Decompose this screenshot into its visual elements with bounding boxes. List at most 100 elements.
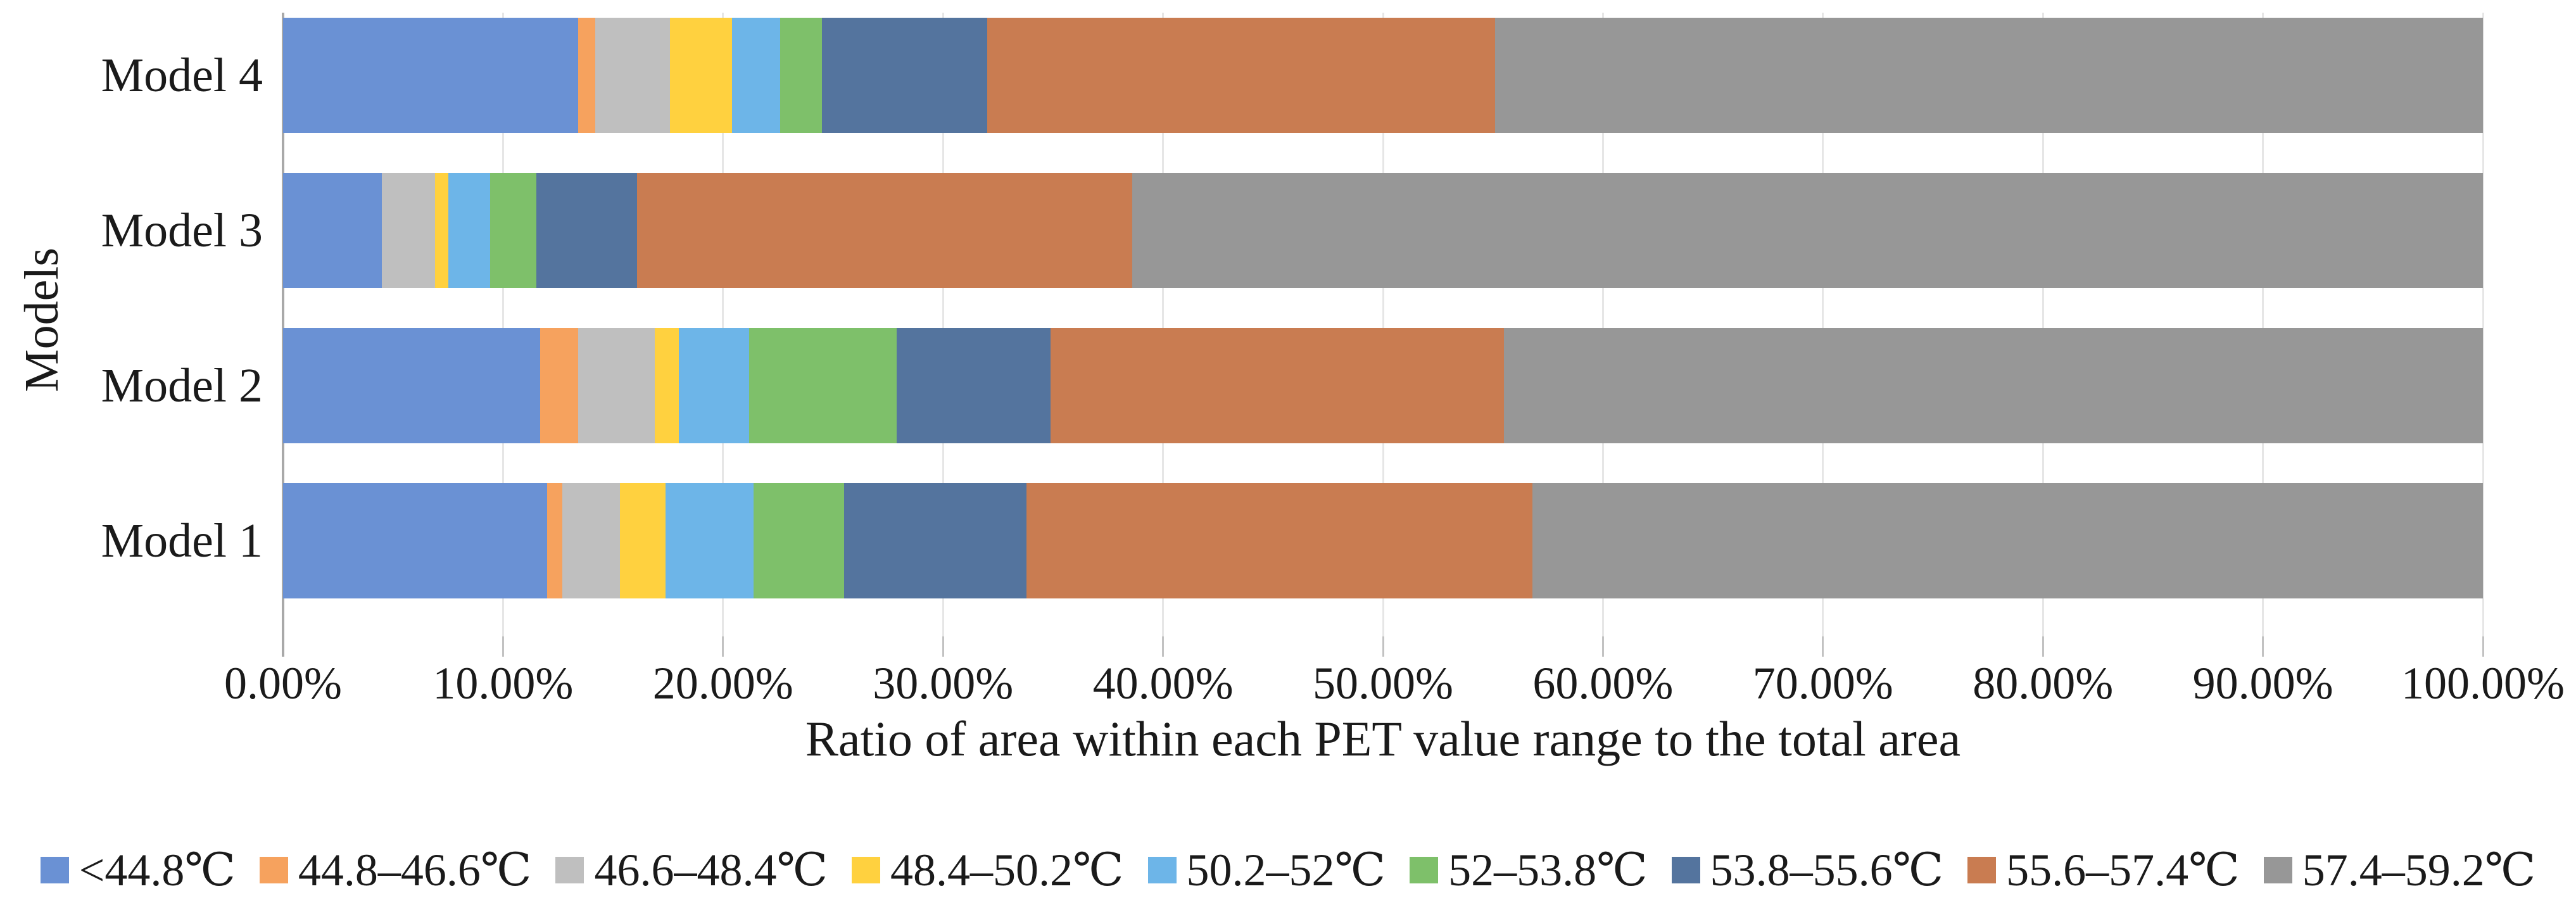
legend-key — [1671, 857, 1700, 883]
bar-segment — [1026, 483, 1533, 598]
axis-tick — [502, 636, 504, 657]
legend-item: <44.8℃ — [40, 845, 236, 895]
bar-segment — [578, 328, 655, 443]
x-tick-label: 80.00% — [1973, 658, 2114, 709]
legend-item: 53.8–55.6℃ — [1671, 845, 1944, 895]
bar-row-model-1 — [283, 483, 2483, 598]
x-tick-label: 10.00% — [432, 658, 574, 709]
x-tick-label: 90.00% — [2192, 658, 2333, 709]
bar-segment — [987, 18, 1496, 133]
bar-segment — [754, 483, 844, 598]
gridline — [502, 13, 504, 636]
axis-tick — [1601, 636, 1604, 657]
category-label-model-3: Model 3 — [101, 204, 263, 257]
bar-segment — [546, 483, 563, 598]
axis-tick — [2482, 636, 2484, 657]
chart-legend: <44.8℃ 44.8–46.6℃ 46.6–48.4℃ 48.4–50.2℃ 50.2… — [0, 835, 2576, 906]
legend-item: 50.2–52℃ — [1147, 845, 1386, 895]
axis-tick — [942, 636, 944, 657]
gridline — [1601, 13, 1604, 636]
bar-segment — [780, 18, 823, 133]
gridline — [722, 13, 724, 636]
axis-tick — [1382, 636, 1384, 657]
x-tick-label: 70.00% — [1752, 658, 1893, 709]
x-tick-label: 0.00% — [224, 658, 342, 709]
legend-key — [40, 857, 69, 883]
axis-tick — [1822, 636, 1824, 657]
bar-row-model-2 — [283, 328, 2483, 443]
bar-segment — [619, 483, 666, 598]
legend-label: 55.6–57.4℃ — [2006, 845, 2240, 895]
axis-tick — [2042, 636, 2044, 657]
x-axis-title: Ratio of area within each PET value rang… — [805, 711, 1961, 766]
bar-row-model-3 — [283, 173, 2483, 288]
bar-segment — [434, 173, 448, 288]
gridline — [2482, 13, 2484, 636]
legend-key — [851, 857, 880, 883]
bar-row-model-4 — [283, 18, 2483, 133]
category-label-model-1: Model 1 — [101, 514, 263, 567]
bar-segment — [1532, 483, 2483, 598]
bar-segment — [749, 328, 897, 443]
x-tick-label: 50.00% — [1313, 658, 1453, 709]
axis-tick — [722, 636, 724, 657]
legend-key — [1967, 857, 1997, 883]
axis-tick — [1162, 636, 1165, 657]
x-tick-label: 60.00% — [1532, 658, 1674, 709]
category-label-model-2: Model 2 — [101, 359, 263, 412]
axis-tick — [2262, 636, 2264, 657]
bar-segment — [1051, 328, 1504, 443]
bar-segment — [843, 483, 1027, 598]
legend-label: <44.8℃ — [79, 845, 236, 895]
bar-segment — [822, 18, 987, 133]
x-tick-label: 20.00% — [652, 658, 793, 709]
bar-segment — [595, 18, 671, 133]
legend-item: 57.4–59.2℃ — [2263, 845, 2536, 895]
bar-segment — [1504, 328, 2483, 443]
bar-segment — [578, 18, 596, 133]
bar-segment — [448, 173, 490, 288]
bar-segment — [1132, 173, 2483, 288]
legend-label: 53.8–55.6℃ — [1710, 845, 1944, 895]
bar-segment — [283, 483, 547, 598]
x-tick-label: 40.00% — [1092, 658, 1234, 709]
bar-segment — [897, 328, 1051, 443]
gridline — [2262, 13, 2264, 636]
legend-item: 46.6–48.4℃ — [555, 847, 828, 893]
gridline — [1822, 13, 1824, 636]
legend-key — [555, 857, 584, 883]
bar-segment — [489, 173, 536, 288]
bar-segment — [536, 173, 638, 288]
legend-label: 46.6–48.4℃ — [594, 845, 828, 895]
legend-label: 57.4–59.2℃ — [2302, 845, 2536, 895]
legend-key — [1147, 857, 1177, 883]
bar-segment — [679, 328, 750, 443]
bar-segment — [540, 328, 578, 443]
legend-key — [1410, 857, 1439, 883]
bar-segment — [562, 483, 620, 598]
bar-segment — [283, 328, 541, 443]
legend-item: 48.4–50.2℃ — [851, 845, 1124, 895]
gridline — [1162, 13, 1165, 636]
x-tick-label: 30.00% — [873, 658, 1014, 709]
bar-segment — [283, 18, 578, 133]
gridline — [1382, 13, 1384, 636]
legend-item: 52–53.8℃ — [1410, 847, 1648, 893]
bar-segment — [731, 18, 781, 133]
gridline — [942, 13, 944, 636]
x-tick-label: 100.00% — [2401, 658, 2565, 709]
legend-item: 44.8–46.6℃ — [259, 845, 532, 895]
legend-label: 52–53.8℃ — [1448, 845, 1648, 895]
legend-key — [2263, 857, 2292, 883]
legend-label: 48.4–50.2℃ — [890, 845, 1124, 895]
legend-label: 44.8–46.6℃ — [298, 845, 532, 895]
legend-key — [259, 857, 288, 883]
bar-segment — [1495, 18, 2483, 133]
bar-segment — [655, 328, 679, 443]
bar-segment — [283, 173, 382, 288]
gridline — [2042, 13, 2044, 636]
bar-segment — [670, 18, 732, 133]
bar-segment — [637, 173, 1132, 288]
legend-label: 50.2–52℃ — [1186, 845, 1386, 895]
